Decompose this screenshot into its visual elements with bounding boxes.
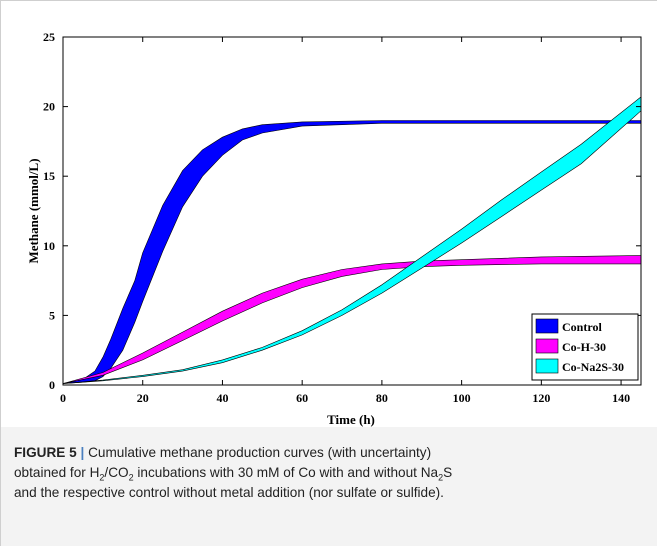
methane-chart: 0 20 40 60 80 100 120 140 0 5 10 15 20 25 Time (h) M… — [26, 30, 642, 427]
caption-text-2c: incubations with 30 mM of Co with and wi… — [133, 465, 439, 480]
plot-frame — [62, 36, 642, 386]
y-axis-ticks: 0 5 10 15 20 25 — [43, 30, 641, 392]
caption-sub-na: 2 — [438, 472, 444, 483]
panel-border-top — [0, 0, 657, 1]
caption-line-2: obtained for H2/CO2 incubations with 30 … — [14, 463, 644, 483]
x-tick-label: 140 — [612, 391, 630, 405]
y-tick-label: 15 — [43, 169, 55, 183]
figure-number: FIGURE 5 — [14, 445, 77, 460]
x-tick-label: 40 — [216, 391, 228, 405]
caption-line-3: and the respective control without metal… — [14, 485, 444, 500]
legend-swatch — [535, 338, 559, 354]
x-tick-label: 20 — [137, 391, 149, 405]
caption-sub-co: 2 — [128, 472, 134, 483]
x-tick-label: 100 — [453, 391, 471, 405]
caption-separator: | — [80, 445, 85, 460]
y-tick-label: 25 — [43, 30, 55, 44]
caption-text-2b: /CO — [104, 465, 129, 480]
y-tick-label: 0 — [49, 378, 55, 392]
panel-border-left — [0, 0, 1, 546]
x-tick-label: 0 — [60, 391, 66, 405]
y-axis-label: Methane (mmol/L) — [26, 158, 41, 263]
legend-swatch — [535, 358, 559, 374]
legend-swatch — [535, 318, 559, 334]
caption-line-1: FIGURE 5 | Cumulative methane production… — [14, 443, 644, 463]
legend: Control Co-H-30 Co-Na2S-30 — [531, 313, 639, 381]
caption-text-1: Cumulative methane production curves (wi… — [88, 445, 432, 460]
caption-text-2d: S — [443, 465, 453, 480]
x-tick-label: 120 — [532, 391, 550, 405]
y-tick-label: 20 — [43, 100, 55, 114]
y-tick-label: 5 — [49, 308, 55, 322]
x-tick-label: 60 — [296, 391, 308, 405]
y-tick-label: 10 — [43, 239, 55, 253]
caption-text-2a: obtained for H — [14, 465, 100, 480]
caption-sub-h: 2 — [99, 472, 105, 483]
x-axis-label: Time (h) — [327, 412, 375, 427]
legend-entry: Co-Na2S-30 — [562, 360, 624, 374]
x-axis-ticks: 0 20 40 60 80 100 120 140 — [60, 37, 630, 405]
figure-caption: FIGURE 5 | Cumulative methane production… — [14, 443, 644, 503]
legend-entry: Control — [562, 320, 602, 334]
caption-background — [1, 427, 657, 546]
legend-entry: Co-H-30 — [562, 340, 606, 354]
x-tick-label: 80 — [376, 391, 388, 405]
